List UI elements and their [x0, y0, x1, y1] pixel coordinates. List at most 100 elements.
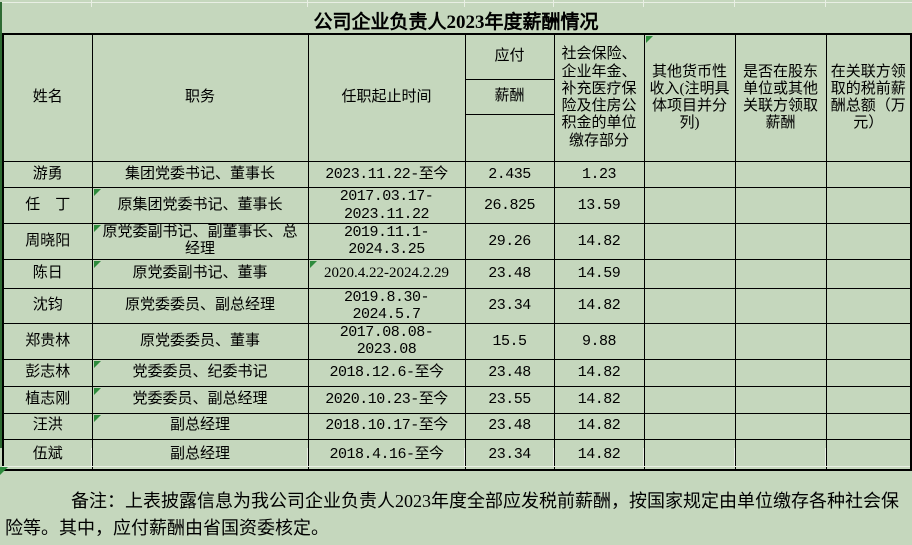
cell-position-2[interactable]: 原党委副书记、副董事长、总经理 [91, 223, 309, 260]
cell-related-7[interactable] [734, 385, 827, 414]
cell-name-5[interactable]: 郑贵林 [2, 323, 93, 360]
cell-name-2[interactable]: 周晓阳 [2, 223, 93, 260]
cell-other-4[interactable] [643, 287, 736, 324]
table-row: 植志刚 党委委员、副总经理 2020.10.23-至今 23.55 14.82 [2, 385, 912, 414]
cell-name-9[interactable]: 伍斌 [2, 438, 93, 471]
cell-related-total-2[interactable] [825, 223, 912, 260]
cell-social-7[interactable]: 14.82 [553, 385, 645, 414]
cell-related-total-7[interactable] [825, 385, 912, 414]
header-other-income[interactable]: 其他货币性收入(注明具体项目并分列) [643, 33, 736, 162]
cell-related-total-3[interactable] [825, 258, 912, 289]
cell-related-total-9[interactable] [825, 438, 912, 471]
cell-payable-1[interactable]: 26.825 [464, 187, 555, 224]
cell-social-1[interactable]: 13.59 [553, 187, 645, 224]
cell-other-6[interactable] [643, 358, 736, 387]
cell-related-4[interactable] [734, 287, 827, 324]
cell-related-3[interactable] [734, 258, 827, 289]
cell-name-0[interactable]: 游勇 [2, 161, 93, 188]
cell-related-5[interactable] [734, 323, 827, 360]
cell-tenure-4[interactable]: 2019.8.30-2024.5.7 [307, 287, 466, 324]
header-tenure[interactable]: 任职起止时间 [307, 33, 466, 162]
cell-related-0[interactable] [734, 161, 827, 188]
cell-name-1[interactable]: 任 丁 [2, 187, 93, 224]
header-related-total[interactable]: 在关联方领取的税前薪酬总额（万元） [825, 33, 912, 162]
cell-payable-0[interactable]: 2.435 [464, 161, 555, 188]
cell-related-8[interactable] [734, 412, 827, 440]
cell-payable-4[interactable]: 23.34 [464, 287, 555, 324]
cell-tenure-0[interactable]: 2023.11.22-至今 [307, 161, 466, 188]
cell-payable-2[interactable]: 29.26 [464, 223, 555, 260]
error-indicator-triangle [93, 414, 101, 422]
cell-position-3[interactable]: 原党委副书记、董事 [91, 258, 309, 289]
cell-related-total-0[interactable] [825, 161, 912, 188]
cell-position-6[interactable]: 党委委员、纪委书记 [91, 358, 309, 387]
cell-related-1[interactable] [734, 187, 827, 224]
header-payable[interactable]: 应付 薪酬 [464, 33, 555, 162]
header-name[interactable]: 姓名 [2, 33, 93, 162]
cell-position-7[interactable]: 党委委员、副总经理 [91, 385, 309, 414]
cell-social-8[interactable]: 14.82 [553, 412, 645, 440]
error-indicator-triangle [93, 225, 101, 232]
cell-name-3[interactable]: 陈日 [2, 258, 93, 289]
cell-position-1[interactable]: 原集团党委书记、董事长 [91, 187, 309, 224]
table-row: 彭志林 党委委员、纪委书记 2018.12.6-至今 23.48 14.82 [2, 358, 912, 387]
cell-payable-3[interactable]: 23.48 [464, 258, 555, 289]
header-position[interactable]: 职务 [91, 33, 309, 162]
cell-position-4[interactable]: 原党委委员、副总经理 [91, 287, 309, 324]
header-related-party[interactable]: 是否在股东单位或其他关联方领取薪酬 [734, 33, 827, 162]
cell-payable-7[interactable]: 23.55 [464, 385, 555, 414]
cell-related-total-1[interactable] [825, 187, 912, 224]
header-social-insurance[interactable]: 社会保险、企业年金、补充医疗保险及住房公积金的单位缴存部分 [553, 33, 645, 162]
cell-tenure-6[interactable]: 2018.12.6-至今 [307, 358, 466, 387]
cell-tenure-8[interactable]: 2018.10.17-至今 [307, 412, 466, 440]
cell-other-1[interactable] [643, 187, 736, 224]
cell-tenure-7[interactable]: 2020.10.23-至今 [307, 385, 466, 414]
cell-position-5[interactable]: 原党委委员、董事 [91, 323, 309, 360]
cell-other-7[interactable] [643, 385, 736, 414]
cell-tenure-2[interactable]: 2019.11.1-2024.3.25 [307, 223, 466, 260]
cell-tenure-9[interactable]: 2018.4.16-至今 [307, 438, 466, 471]
cell-tenure-5[interactable]: 2017.08.08-2023.08 [307, 323, 466, 360]
cell-tenure-3[interactable]: 2020.4.22-2024.2.29 [307, 258, 466, 289]
header-payable-top[interactable]: 应付 [466, 35, 553, 80]
cell-payable-8[interactable]: 23.48 [464, 412, 555, 440]
cell-social-6[interactable]: 14.82 [553, 358, 645, 387]
cell-related-total-6[interactable] [825, 358, 912, 387]
cell-related-2[interactable] [734, 223, 827, 260]
table-row: 任 丁 原集团党委书记、董事长 2017.03.17- 2023.11.22 2… [2, 187, 912, 224]
cell-payable-6[interactable]: 23.48 [464, 358, 555, 387]
remark-note[interactable]: 备注：上表披露信息为我公司企业负责人2023年度全部应发税前薪酬，按国家规定由单… [5, 491, 899, 538]
cell-payable-9[interactable]: 23.34 [464, 438, 555, 471]
table-row: 汪洪 副总经理 2018.10.17-至今 23.48 14.82 [2, 412, 912, 440]
cell-social-9[interactable]: 14.82 [553, 438, 645, 471]
cell-other-2[interactable] [643, 223, 736, 260]
cell-social-4[interactable]: 14.82 [553, 287, 645, 324]
cell-position-8[interactable]: 副总经理 [91, 412, 309, 440]
cell-related-total-4[interactable] [825, 287, 912, 324]
cell-name-6[interactable]: 彭志林 [2, 358, 93, 387]
cell-position-0[interactable]: 集团党委书记、董事长 [91, 161, 309, 188]
gridline [825, 0, 826, 7]
cell-payable-5[interactable]: 15.5 [464, 323, 555, 360]
cell-related-6[interactable] [734, 358, 827, 387]
header-payable-mid[interactable]: 薪酬 [466, 80, 553, 115]
cell-tenure-1[interactable]: 2017.03.17- 2023.11.22 [307, 187, 466, 224]
table-row: 伍斌 副总经理 2018.4.16-至今 23.34 14.82 [2, 438, 912, 471]
cell-name-8[interactable]: 汪洪 [2, 412, 93, 440]
cell-other-3[interactable] [643, 258, 736, 289]
cell-other-0[interactable] [643, 161, 736, 188]
header-payable-bottom[interactable] [466, 115, 553, 161]
cell-social-2[interactable]: 14.82 [553, 223, 645, 260]
cell-other-5[interactable] [643, 323, 736, 360]
cell-related-total-5[interactable] [825, 323, 912, 360]
cell-social-3[interactable]: 14.59 [553, 258, 645, 289]
cell-name-4[interactable]: 沈钧 [2, 287, 93, 324]
cell-name-7[interactable]: 植志刚 [2, 385, 93, 414]
bottom-gridline-strip [2, 448, 910, 467]
cell-other-8[interactable] [643, 412, 736, 440]
cell-position-9[interactable]: 副总经理 [91, 438, 309, 471]
gridline [734, 0, 735, 7]
cell-social-5[interactable]: 9.88 [553, 323, 645, 360]
cell-social-0[interactable]: 1.23 [553, 161, 645, 188]
cell-related-total-8[interactable] [825, 412, 912, 440]
